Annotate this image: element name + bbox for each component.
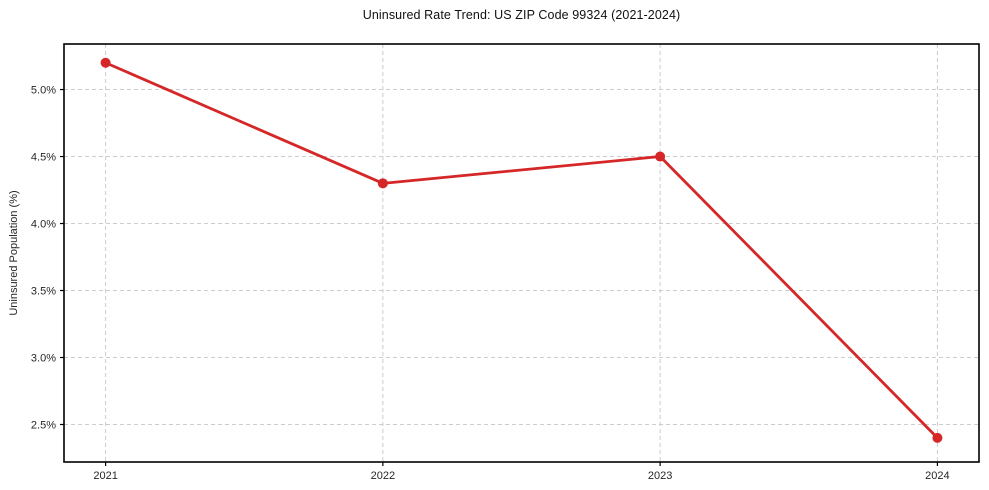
data-line — [104, 61, 939, 440]
x-tick-label: 2024 — [925, 470, 949, 482]
x-tick-label: 2021 — [93, 470, 117, 482]
data-point — [932, 432, 943, 443]
plot-border — [63, 43, 980, 463]
data-point — [100, 57, 111, 68]
y-tick-label: 5.0% — [31, 85, 56, 97]
data-point — [655, 151, 666, 162]
y-tick-label: 2.5% — [31, 419, 56, 431]
data-point — [377, 178, 388, 189]
y-tick-label: 3.5% — [31, 286, 56, 298]
y-tick-label: 4.0% — [31, 219, 56, 231]
x-tick-label: 2023 — [648, 470, 672, 482]
y-tick-label: 3.0% — [31, 353, 56, 365]
x-tick-label: 2022 — [371, 470, 395, 482]
y-tick-label: 4.5% — [31, 152, 56, 164]
chart-title: Uninsured Rate Trend: US ZIP Code 99324 … — [362, 8, 681, 22]
